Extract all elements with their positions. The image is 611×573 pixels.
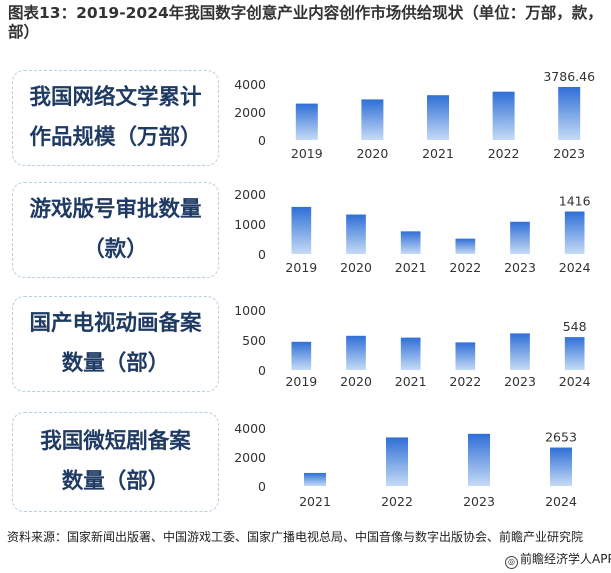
x-tick-label: 2019 bbox=[285, 374, 317, 389]
bar-2023 bbox=[468, 433, 490, 486]
bar-2022 bbox=[455, 342, 476, 370]
panel-label-line: 我国微短剧备案 bbox=[40, 429, 191, 454]
x-tick-label: 2024 bbox=[559, 260, 591, 275]
panel-label-game-approvals: 游戏版号审批数量 （款） bbox=[12, 182, 219, 278]
y-tick-label: 500 bbox=[242, 333, 266, 348]
y-tick-label: 2000 bbox=[234, 105, 266, 120]
x-tick-label: 2024 bbox=[545, 494, 577, 509]
x-tick-label: 2020 bbox=[340, 260, 372, 275]
bar-2019 bbox=[291, 206, 312, 254]
x-tick-label: 2019 bbox=[285, 260, 317, 275]
bar-2024 bbox=[550, 447, 572, 486]
brand-name: 前瞻经济学人APP bbox=[520, 552, 611, 566]
panel-label-line: （款） bbox=[83, 237, 148, 262]
bar-2022 bbox=[455, 238, 476, 254]
panel-label-line: 数量（部） bbox=[61, 469, 170, 494]
y-tick-label: 0 bbox=[258, 363, 266, 378]
bar-2021 bbox=[400, 231, 421, 254]
bar-2021 bbox=[427, 95, 449, 140]
y-tick-label: 2000 bbox=[234, 450, 266, 465]
panel-label-micro-drama: 我国微短剧备案 数量（部） bbox=[12, 412, 219, 512]
panel-label-line: 数量（部） bbox=[61, 351, 170, 376]
data-label: 3786.46 bbox=[543, 69, 595, 84]
panel-label-line: 作品规模（万部） bbox=[29, 125, 202, 150]
source-note: 资料来源：国家新闻出版署、中国游戏工委、国家广播电视总局、中国音像与数字出版协会… bbox=[7, 530, 584, 544]
y-tick-label: 1000 bbox=[234, 303, 266, 318]
panel-label-tv-animation: 国产电视动画备案 数量（部） bbox=[12, 296, 219, 392]
bar-2021 bbox=[400, 337, 421, 370]
x-tick-label: 2020 bbox=[340, 374, 372, 389]
panel-label-line: 游戏版号审批数量 bbox=[29, 197, 202, 222]
x-tick-label: 2021 bbox=[395, 374, 427, 389]
bar-2023 bbox=[510, 333, 530, 370]
x-tick-label: 2022 bbox=[449, 374, 481, 389]
y-tick-label: 2000 bbox=[234, 187, 266, 202]
x-tick-label: 2023 bbox=[553, 146, 585, 161]
bar-2021 bbox=[304, 472, 326, 486]
y-tick-label: 1000 bbox=[234, 217, 266, 232]
panel-label-network-literature: 我国网络文学累计 作品规模（万部） bbox=[12, 70, 219, 166]
y-tick-label: 4000 bbox=[234, 421, 266, 436]
bar-2024 bbox=[564, 211, 585, 254]
data-label: 548 bbox=[563, 319, 587, 334]
panel-label-line: 我国网络文学累计 bbox=[29, 85, 202, 110]
x-tick-label: 2023 bbox=[463, 494, 495, 509]
x-tick-label: 2023 bbox=[504, 260, 536, 275]
y-tick-label: 0 bbox=[258, 247, 266, 262]
y-tick-label: 0 bbox=[258, 133, 266, 148]
bar-2020 bbox=[361, 99, 384, 140]
chart-tv-animation: 0 500 1000 2019 2020 2021 2022 2023 2024 548 bbox=[234, 303, 591, 389]
x-tick-label: 2023 bbox=[504, 374, 536, 389]
bar-2024 bbox=[564, 337, 585, 370]
x-tick-label: 2024 bbox=[559, 374, 591, 389]
panel-label-line: 国产电视动画备案 bbox=[29, 311, 202, 336]
brand-logo-icon: ◎ bbox=[505, 556, 518, 569]
x-tick-label: 2019 bbox=[291, 146, 323, 161]
y-tick-label: 4000 bbox=[234, 77, 266, 92]
bar-2019 bbox=[291, 341, 312, 370]
bar-2022 bbox=[492, 91, 515, 140]
bar-2022 bbox=[386, 437, 408, 486]
bar-2020 bbox=[346, 335, 366, 370]
bar-2023 bbox=[510, 221, 530, 254]
x-tick-label: 2020 bbox=[356, 146, 388, 161]
chart-micro-drama: 0 2000 4000 2021 2022 2023 2024 2653 bbox=[234, 421, 577, 509]
bar-2023 bbox=[558, 86, 581, 140]
y-tick-label: 0 bbox=[258, 479, 266, 494]
brand-footer: ◎ 前瞻经济学人APP bbox=[505, 550, 611, 569]
data-label: 2653 bbox=[545, 430, 577, 445]
x-tick-label: 2022 bbox=[488, 146, 520, 161]
page-title: 图表13：2019-2024年我国数字创意产业内容创作市场供给现状（单位：万部，… bbox=[8, 4, 603, 41]
data-label: 1416 bbox=[559, 194, 591, 209]
x-tick-label: 2021 bbox=[395, 260, 427, 275]
x-tick-label: 2021 bbox=[299, 494, 331, 509]
x-tick-label: 2022 bbox=[449, 260, 481, 275]
x-tick-label: 2022 bbox=[381, 494, 413, 509]
chart-network-literature: 0 2000 4000 2019 2020 2021 2022 2023 3786.46 bbox=[234, 69, 595, 161]
x-tick-label: 2021 bbox=[422, 146, 454, 161]
bar-2020 bbox=[346, 214, 366, 254]
bar-2019 bbox=[295, 103, 318, 140]
chart-game-approvals: 0 1000 2000 2019 2020 2021 2022 2023 2024 1416 bbox=[234, 187, 591, 275]
